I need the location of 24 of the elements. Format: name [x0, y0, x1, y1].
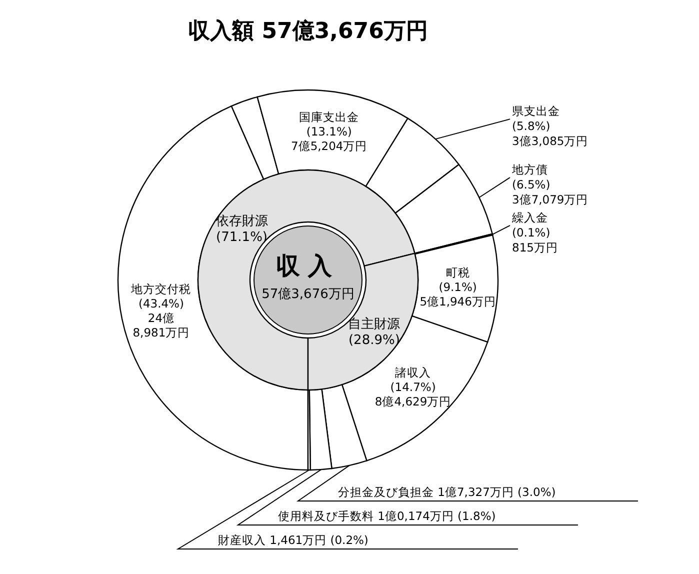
slice-label: 地方交付税 — [130, 282, 192, 296]
data-label: (9.1%) 5億1,946万円 — [420, 280, 496, 309]
slice-label: 県支出金 — [512, 104, 560, 118]
slice-label: 分担金及び負担金 1億7,327万円 (3.0%) — [338, 485, 556, 499]
slice-label: 地方債 — [511, 162, 548, 176]
data-label: (6.5%) 3億7,079万円 — [512, 177, 588, 206]
data-label: (0.1%) 815万円 — [512, 225, 558, 254]
data-label: (43.4%) 24億 8,981万円 — [132, 296, 190, 340]
slice-label: 国庫支出金 — [299, 110, 360, 124]
text: 57億3,676万円 — [262, 287, 354, 302]
text: 収入 — [276, 252, 340, 280]
slice-label: 諸収入 — [395, 366, 432, 380]
slice-label: 町税 — [446, 266, 470, 280]
data-label: (14.7%) 8億4,629万円 — [374, 380, 452, 409]
slice-label: 依存財源 — [216, 214, 268, 229]
data-label: (5.8%) 3億3,085万円 — [512, 119, 588, 148]
data-label: (71.1%) — [216, 230, 268, 245]
slice-label: 自主財源 — [348, 316, 400, 332]
slice-label: 使用料及び手数料 1億0,174万円 (1.8%) — [278, 509, 496, 523]
data-label: (28.9%) — [348, 333, 400, 348]
chart-title: 収入額 57億3,676万円 — [188, 19, 428, 44]
slice-label: 財産収入 1,461万円 (0.2%) — [218, 533, 368, 547]
data-label: (13.1%) 7億5,204万円 — [291, 124, 368, 154]
slice-label: 繰入金 — [511, 210, 548, 224]
